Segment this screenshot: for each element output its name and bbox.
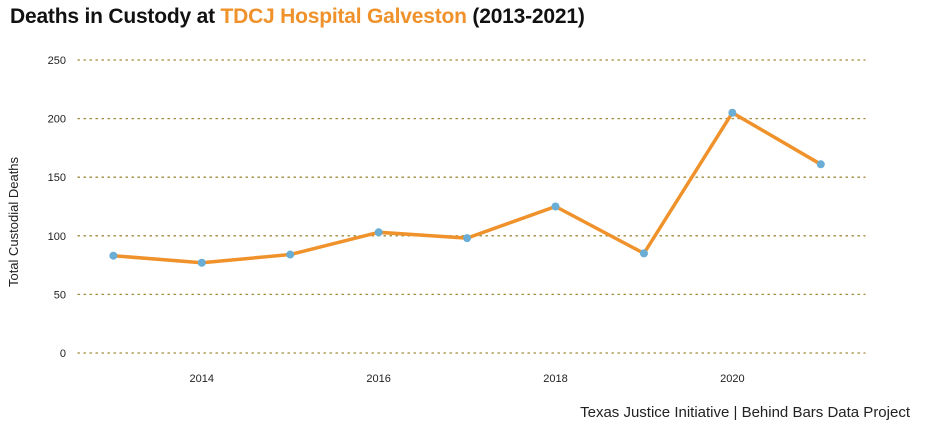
data-point-2020 [728,108,737,117]
title-suffix: (2013-2021) [466,5,585,28]
x-tick-label-2014: 2014 [190,373,214,385]
data-point-2021 [816,160,825,169]
data-point-2015 [286,250,295,259]
y-axis-label: Total Custodial Deaths [6,156,21,287]
title-prefix: Deaths in Custody at [10,5,221,28]
y-tick-label-0: 0 [60,348,66,360]
data-point-2016 [374,228,383,237]
gridlines [77,59,866,354]
chart-title: Deaths in Custody at TDCJ Hospital Galve… [10,5,585,29]
source-credit: Texas Justice Initiative | Behind Bars D… [580,404,910,421]
data-point-2014 [197,258,206,267]
y-tick-label-250: 250 [48,55,66,67]
y-axis-ticks: 0 50 100 150 200 250 [48,55,66,360]
x-axis-ticks: 2014 2016 2018 2020 [190,373,745,385]
data-point-2017 [463,234,472,243]
title-highlight: TDCJ Hospital Galveston [220,5,467,28]
x-tick-label-2016: 2016 [366,373,390,385]
series-layer [109,108,825,267]
y-tick-label-150: 150 [48,172,66,184]
y-tick-label-50: 50 [54,289,66,301]
y-tick-label-100: 100 [48,231,66,243]
data-point-2018 [551,202,560,211]
x-tick-label-2020: 2020 [720,373,744,385]
data-point-2013 [109,251,118,260]
data-point-2019 [639,249,648,258]
y-tick-label-200: 200 [48,114,66,126]
x-tick-label-2018: 2018 [543,373,567,385]
